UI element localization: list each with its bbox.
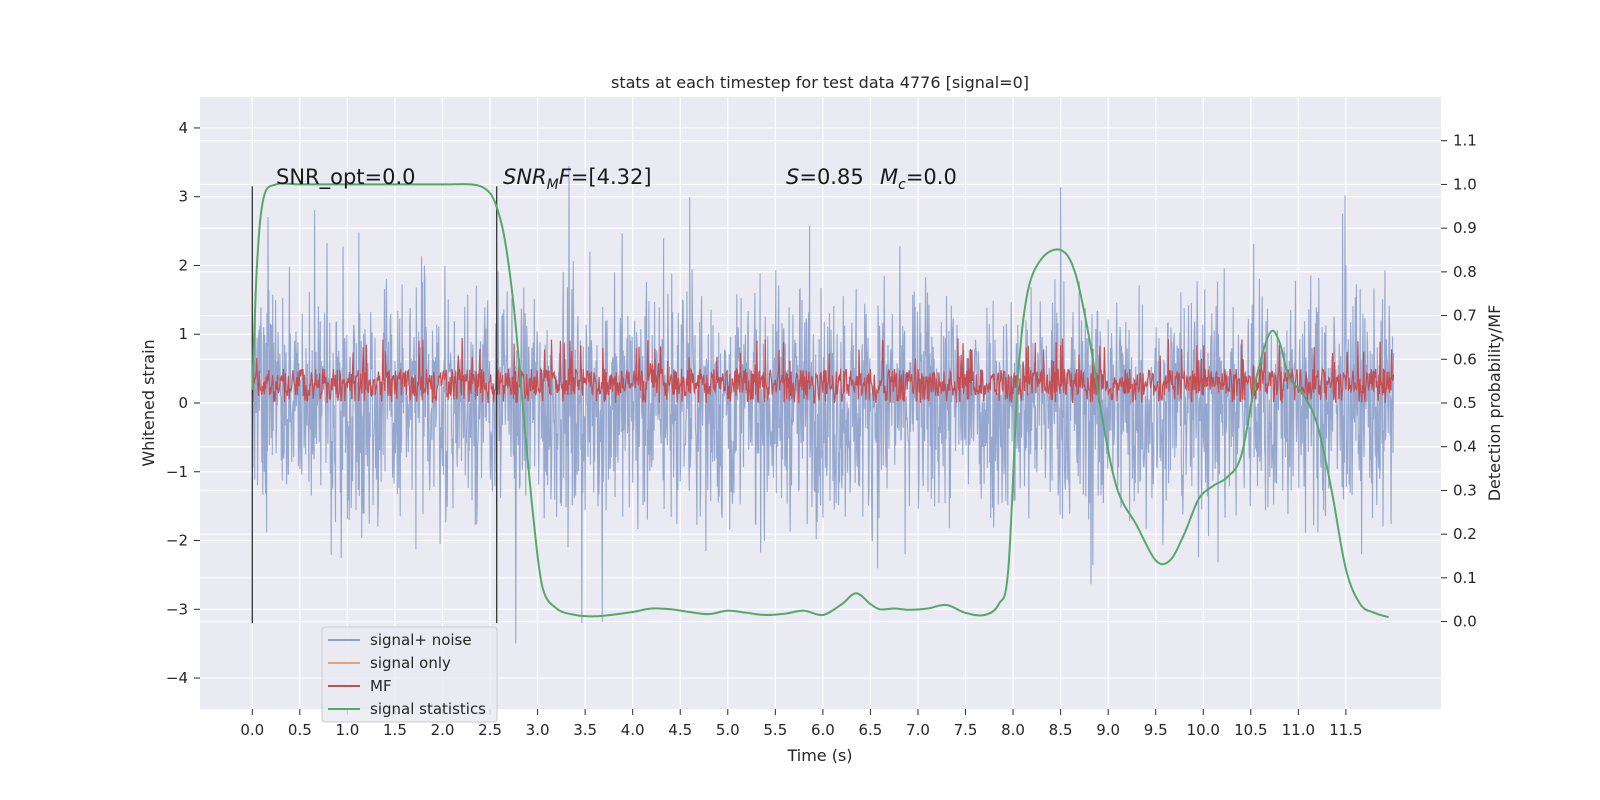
y2-tick-label: 0.3 (1453, 481, 1477, 499)
x-tick-label: 3.5 (573, 721, 597, 739)
y-tick-labels: 4 3 2 1 0 −1 −2 −3 −4 (166, 119, 200, 687)
x-tick-label: 5.0 (716, 721, 740, 739)
x-tick-label: 1.0 (335, 721, 359, 739)
x-tick-label: 11.5 (1329, 721, 1362, 739)
y-tick-label: −2 (166, 532, 188, 550)
series-mf (251, 337, 1395, 404)
y2-tick-label: 0.1 (1453, 569, 1477, 587)
x-tick-label: 9.0 (1096, 721, 1120, 739)
chart-title: stats at each timestep for test data 477… (611, 73, 1029, 92)
y2-tick-label: 0.0 (1453, 613, 1477, 631)
legend: signal+ noise signal only MF signal stat… (321, 626, 498, 723)
annotation-snr-mf: SNRMF=[4.32] (503, 165, 652, 193)
x-tick-label: 6.0 (811, 721, 835, 739)
series-signal-statistics (251, 182, 1389, 619)
x-tick-label: 8.5 (1049, 721, 1073, 739)
y2-tick-label: 0.9 (1453, 219, 1477, 237)
y2-tick-label: 0.8 (1453, 263, 1477, 281)
annotation-s: S=0.85 (786, 165, 864, 189)
y2-tick-label: 0.6 (1453, 350, 1477, 368)
x-tick-label: 6.5 (858, 721, 882, 739)
y2-tick-label: 0.2 (1453, 525, 1477, 543)
y-tick-label: 3 (178, 188, 188, 206)
legend-label-signal-only: signal only (370, 654, 451, 672)
x-tick-label: 7.0 (906, 721, 930, 739)
x-tick-label: 0.0 (240, 721, 264, 739)
series-signal-noise (251, 165, 1395, 644)
x-tick-label: 10.0 (1187, 721, 1220, 739)
x-tick-label: 0.5 (288, 721, 312, 739)
y2-tick-label: 0.7 (1453, 307, 1477, 325)
y-tick-label: 1 (178, 325, 188, 343)
y-tick-label: −1 (166, 463, 188, 481)
vertical-markers (251, 186, 498, 624)
signal-statistics-line (251, 182, 1389, 619)
y2-axis-label: Detection probability/MF (1485, 305, 1504, 502)
x-tick-label: 11.0 (1282, 721, 1315, 739)
x-tick-label: 2.5 (478, 721, 502, 739)
y-tick-label: 4 (178, 119, 188, 137)
y2-tick-label: 1.0 (1453, 175, 1477, 193)
y2-tick-label: 1.1 (1453, 132, 1477, 150)
x-tick-label: 3.0 (526, 721, 550, 739)
x-tick-label: 8.0 (1001, 721, 1025, 739)
x-tick-label: 4.0 (621, 721, 645, 739)
x-tick-label: 5.5 (763, 721, 787, 739)
legend-label-signal-noise: signal+ noise (370, 631, 472, 649)
y2-tick-label: 0.4 (1453, 438, 1477, 456)
x-tick-label: 10.5 (1234, 721, 1267, 739)
mf-line (251, 337, 1395, 404)
y-tick-label: 0 (178, 394, 188, 412)
x-axis-label: Time (s) (786, 746, 852, 765)
legend-box (321, 626, 498, 723)
x-tick-labels: 0.0 0.5 1.0 1.5 2.0 2.5 3.0 3.5 4.0 4.5 5.0 5.5 6.0 6… (240, 709, 1363, 739)
y2-tick-label: 0.5 (1453, 394, 1477, 412)
y-tick-label: −4 (166, 669, 188, 687)
x-tick-label: 9.5 (1144, 721, 1168, 739)
annotation-snr-opt: SNR_opt=0.0 (276, 165, 416, 190)
y-tick-label: 2 (178, 256, 188, 274)
x-tick-label: 7.5 (954, 721, 978, 739)
x-tick-label: 2.0 (431, 721, 455, 739)
annotation-mc: Mc=0.0 (880, 165, 957, 193)
y-tick-label: −3 (166, 600, 188, 618)
y-axis-label: Whitened strain (139, 339, 158, 466)
x-tick-label: 1.5 (383, 721, 407, 739)
y2-tick-labels: 1.1 1.0 0.9 0.8 0.7 0.6 0.5 0.4 0.3 0.2 0.1 0.0 (1441, 132, 1477, 631)
signal-noise-line (251, 165, 1395, 644)
x-tick-label: 4.5 (668, 721, 692, 739)
legend-label-mf: MF (370, 677, 392, 695)
legend-label-signal-statistics: signal statistics (370, 700, 486, 718)
